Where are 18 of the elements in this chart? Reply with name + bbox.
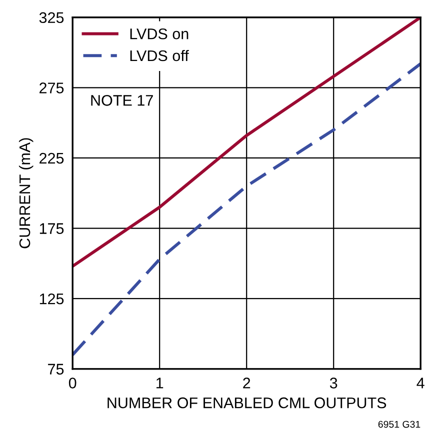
y-tick-label: 175	[40, 223, 64, 234]
y-axis-title: CURRENT (mA)	[18, 138, 34, 248]
x-tick-label: 2	[243, 378, 250, 388]
line-series	[72, 62, 421, 356]
x-tick-label: 0	[68, 378, 76, 388]
y-tick-label: 125	[40, 293, 64, 304]
legend-label: LVDS on	[130, 28, 188, 40]
text: 6951 G31	[378, 420, 420, 428]
x-axis-title: NUMBER OF ENABLED CML OUTPUTS	[108, 397, 386, 408]
y-tick-label: 325	[39, 12, 64, 24]
x-tick-label: 3	[330, 378, 338, 388]
y-tick-label: 225	[40, 152, 64, 164]
x-tick-label: 1	[156, 378, 164, 388]
annotation: NOTE 17	[91, 95, 153, 106]
y-tick-label: 75	[48, 364, 64, 375]
legend-label: LVDS off	[130, 50, 189, 62]
x-tick-label: 4	[416, 378, 424, 388]
y-tick-label: 275	[40, 82, 64, 94]
